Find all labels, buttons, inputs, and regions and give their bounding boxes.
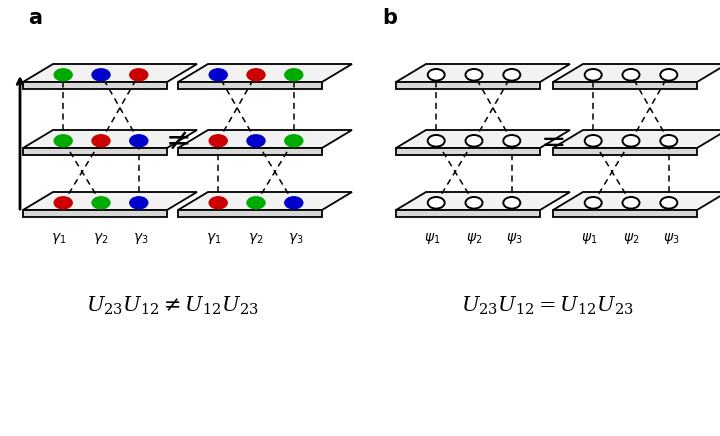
Text: $\gamma_2$: $\gamma_2$ — [94, 231, 109, 246]
Polygon shape — [553, 64, 720, 82]
Ellipse shape — [130, 197, 148, 209]
Text: $\gamma_1$: $\gamma_1$ — [207, 231, 222, 246]
Polygon shape — [553, 210, 697, 217]
Text: $=$: $=$ — [535, 126, 565, 157]
Ellipse shape — [428, 197, 445, 208]
Polygon shape — [23, 82, 167, 89]
Ellipse shape — [285, 135, 303, 147]
Ellipse shape — [247, 197, 265, 209]
Ellipse shape — [466, 69, 482, 81]
Ellipse shape — [503, 197, 521, 208]
Ellipse shape — [92, 197, 110, 209]
Text: $\gamma_3$: $\gamma_3$ — [133, 231, 148, 246]
Text: $\gamma_1$: $\gamma_1$ — [51, 231, 67, 246]
Ellipse shape — [503, 69, 521, 81]
Ellipse shape — [623, 69, 639, 81]
Ellipse shape — [247, 69, 265, 81]
Ellipse shape — [210, 135, 228, 147]
Text: $\psi_3$: $\psi_3$ — [505, 231, 522, 246]
Ellipse shape — [585, 135, 602, 146]
Ellipse shape — [466, 135, 482, 146]
Ellipse shape — [92, 135, 110, 147]
Ellipse shape — [210, 197, 228, 209]
Ellipse shape — [585, 69, 602, 81]
Text: $U_{23}U_{12} = U_{12}U_{23}$: $U_{23}U_{12} = U_{12}U_{23}$ — [461, 295, 634, 317]
Polygon shape — [178, 130, 352, 148]
Polygon shape — [553, 148, 697, 155]
Polygon shape — [396, 210, 540, 217]
Ellipse shape — [54, 69, 72, 81]
Text: $\psi_3$: $\psi_3$ — [662, 231, 679, 246]
Ellipse shape — [660, 197, 678, 208]
Polygon shape — [396, 82, 540, 89]
Ellipse shape — [466, 197, 482, 208]
Text: $\gamma_3$: $\gamma_3$ — [288, 231, 304, 246]
Text: $\psi_2$: $\psi_2$ — [466, 231, 482, 246]
Ellipse shape — [130, 135, 148, 147]
Polygon shape — [396, 148, 540, 155]
Polygon shape — [178, 82, 322, 89]
Polygon shape — [553, 192, 720, 210]
Ellipse shape — [503, 135, 521, 146]
Polygon shape — [553, 130, 720, 148]
Ellipse shape — [92, 69, 110, 81]
Ellipse shape — [54, 135, 72, 147]
Ellipse shape — [623, 197, 639, 208]
Ellipse shape — [660, 69, 678, 81]
Polygon shape — [23, 210, 167, 217]
Polygon shape — [23, 130, 197, 148]
Ellipse shape — [54, 197, 72, 209]
Polygon shape — [23, 148, 167, 155]
Polygon shape — [553, 82, 697, 89]
Text: b: b — [382, 8, 397, 28]
Ellipse shape — [623, 135, 639, 146]
Ellipse shape — [660, 135, 678, 146]
Text: $\psi_1$: $\psi_1$ — [581, 231, 598, 246]
Polygon shape — [23, 192, 197, 210]
Polygon shape — [396, 64, 570, 82]
Ellipse shape — [285, 69, 303, 81]
Ellipse shape — [585, 197, 602, 208]
Text: $U_{23}U_{12} \neq U_{12}U_{23}$: $U_{23}U_{12} \neq U_{12}U_{23}$ — [86, 295, 258, 317]
Polygon shape — [396, 192, 570, 210]
Text: $\psi_2$: $\psi_2$ — [623, 231, 639, 246]
Ellipse shape — [247, 135, 265, 147]
Polygon shape — [178, 148, 322, 155]
Polygon shape — [23, 64, 197, 82]
Ellipse shape — [428, 135, 445, 146]
Ellipse shape — [130, 69, 148, 81]
Text: $\psi_1$: $\psi_1$ — [424, 231, 441, 246]
Polygon shape — [178, 210, 322, 217]
Text: a: a — [28, 8, 42, 28]
Ellipse shape — [285, 197, 303, 209]
Polygon shape — [178, 64, 352, 82]
Ellipse shape — [210, 69, 228, 81]
Polygon shape — [178, 192, 352, 210]
Polygon shape — [396, 130, 570, 148]
Text: $\neq$: $\neq$ — [160, 126, 190, 157]
Text: $\gamma_2$: $\gamma_2$ — [248, 231, 264, 246]
Ellipse shape — [428, 69, 445, 81]
